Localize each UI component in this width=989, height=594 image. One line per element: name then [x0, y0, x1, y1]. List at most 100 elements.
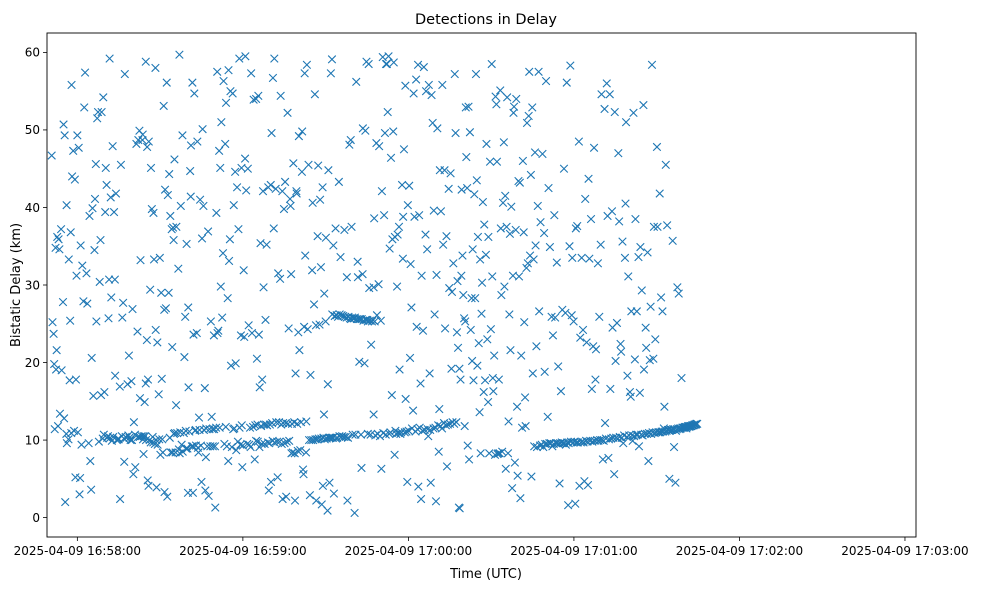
data-point — [499, 138, 509, 147]
data-point — [589, 143, 599, 152]
data-point — [526, 170, 536, 180]
data-point — [304, 160, 313, 170]
data-point — [161, 304, 171, 313]
data-point — [406, 259, 415, 269]
data-point — [619, 438, 628, 448]
data-point — [234, 224, 243, 234]
data-point — [386, 428, 395, 437]
data-point — [369, 214, 379, 223]
data-point — [153, 338, 162, 347]
data-point — [414, 482, 423, 491]
data-point — [257, 439, 266, 449]
data-point — [75, 473, 85, 483]
data-point — [247, 328, 257, 338]
data-point — [110, 275, 120, 284]
data-point — [217, 117, 226, 127]
data-point — [475, 255, 485, 264]
data-point — [341, 432, 350, 442]
data-point — [492, 157, 502, 166]
data-point — [488, 373, 497, 383]
data-point — [522, 263, 531, 273]
data-point — [452, 418, 461, 427]
data-point — [91, 159, 101, 169]
data-point — [541, 76, 551, 86]
data-point — [602, 79, 611, 88]
x-tick-label: 2025-04-09 17:02:00 — [676, 544, 803, 558]
data-point — [358, 269, 367, 279]
data-point — [141, 379, 150, 388]
data-point — [554, 362, 563, 371]
data-point — [352, 77, 361, 87]
data-point — [612, 318, 622, 328]
data-point — [652, 142, 662, 152]
data-point — [401, 81, 410, 90]
data-point — [649, 354, 658, 363]
data-point — [214, 326, 223, 335]
data-point — [124, 351, 134, 360]
data-point — [190, 89, 199, 98]
data-point — [565, 242, 574, 251]
data-point — [144, 137, 153, 146]
data-point — [140, 397, 149, 407]
data-point — [75, 490, 84, 499]
data-point — [545, 242, 555, 252]
data-point — [89, 391, 98, 401]
data-point — [243, 164, 253, 173]
data-point — [459, 314, 469, 323]
data-point — [254, 330, 264, 339]
data-point — [429, 206, 438, 215]
data-point — [118, 313, 127, 322]
data-point — [491, 92, 500, 101]
data-point — [504, 417, 513, 426]
data-point — [458, 251, 467, 260]
data-point — [424, 80, 433, 90]
data-point — [353, 257, 362, 266]
data-point — [292, 189, 301, 198]
data-point — [641, 323, 650, 332]
data-point — [600, 104, 609, 114]
data-point — [221, 422, 230, 432]
data-point — [513, 471, 522, 480]
data-point — [115, 494, 125, 504]
data-point — [197, 477, 206, 487]
data-point — [451, 128, 460, 138]
data-point — [463, 441, 472, 450]
data-point — [211, 503, 220, 512]
data-point — [145, 285, 155, 294]
data-point — [533, 201, 542, 211]
data-point — [299, 470, 308, 479]
data-point — [475, 407, 484, 417]
data-point — [607, 207, 617, 216]
data-point — [257, 375, 267, 384]
data-point — [157, 374, 166, 384]
data-point — [64, 255, 73, 264]
data-point — [86, 485, 96, 494]
data-point — [184, 383, 193, 392]
data-point — [600, 418, 610, 428]
data-point — [49, 329, 58, 339]
data-point — [127, 435, 137, 445]
data-point — [515, 178, 525, 187]
data-point — [143, 375, 153, 384]
data-point — [120, 69, 129, 79]
data-point — [534, 67, 543, 76]
data-point — [155, 253, 165, 263]
data-point — [71, 375, 81, 384]
data-point — [319, 410, 329, 419]
data-point — [316, 262, 326, 272]
data-point — [85, 211, 94, 221]
data-point — [571, 224, 581, 233]
data-point — [464, 102, 473, 111]
data-point — [321, 233, 331, 242]
data-point — [204, 491, 213, 501]
data-point — [300, 69, 309, 78]
data-point — [183, 444, 192, 453]
data-point — [194, 448, 203, 457]
data-point — [577, 253, 586, 263]
data-point — [422, 245, 432, 254]
data-point — [88, 204, 97, 213]
data-point — [276, 91, 285, 100]
data-point — [83, 299, 92, 308]
data-point — [510, 458, 520, 467]
